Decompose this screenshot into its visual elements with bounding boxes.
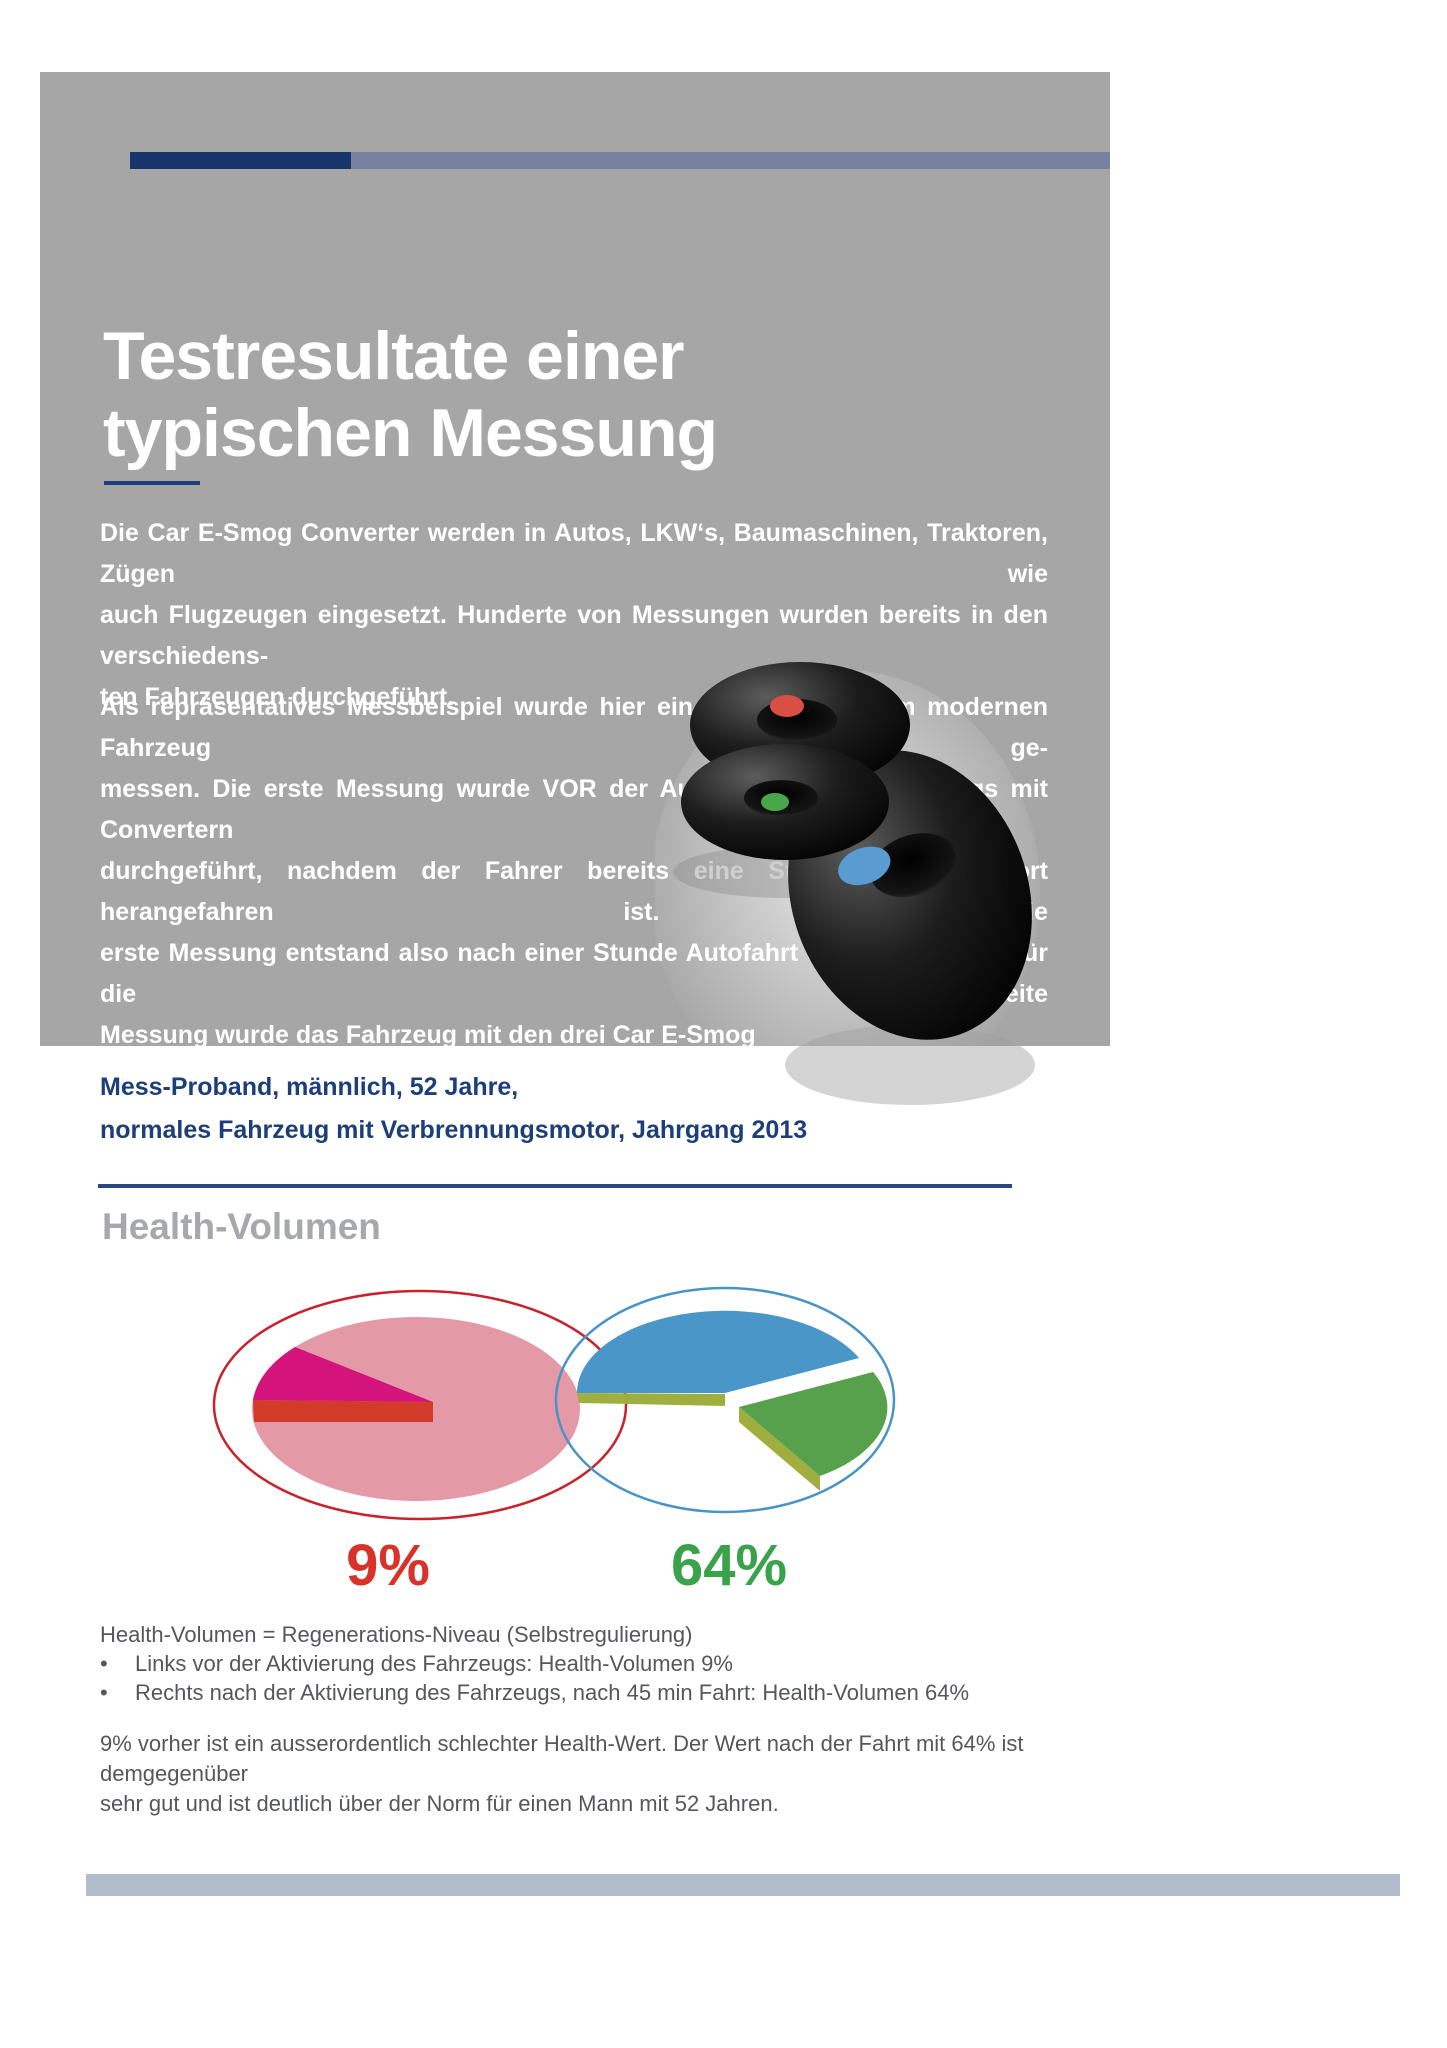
pie-right-depth-left xyxy=(577,1393,725,1406)
pie-left-outline xyxy=(212,1289,628,1521)
paragraph-line: Messung wurde das Fahrzeug mit den drei … xyxy=(100,1021,756,1049)
pie-chart-right xyxy=(554,1286,896,1514)
conclusion-line-2: sehr gut und ist deutlich über der Norm … xyxy=(100,1791,779,1816)
title-underline xyxy=(104,481,200,485)
subject-line-1: Mess-Proband, männlich, 52 Jahre, xyxy=(100,1073,519,1101)
footer-bar xyxy=(86,1874,1400,1896)
converter-donut-middle xyxy=(681,744,889,860)
intro-paragraph-1: Die Car E-Smog Converter werden in Autos… xyxy=(100,513,1048,718)
header-bar-light xyxy=(351,152,1110,169)
pie-right-green-slice xyxy=(739,1372,888,1476)
converter-hole xyxy=(870,833,956,898)
red-dot xyxy=(770,695,804,717)
notes-bullet-text: Links vor der Aktivierung des Fahrzeugs:… xyxy=(135,1651,733,1676)
paragraph-line: Convertern ausgestattet. Nach einer Fahr… xyxy=(100,1062,726,1090)
notes-bullet-item: • Links vor der Aktivierung des Fahrzeug… xyxy=(100,1649,1140,1678)
paragraph-line: ten Fahrzeugen durchgeführt. xyxy=(100,683,455,711)
chart-notes: Health-Volumen = Regenerations-Niveau (S… xyxy=(100,1620,1140,1707)
notes-definition: Health-Volumen = Regenerations-Niveau (S… xyxy=(100,1622,693,1647)
header-bar-dark xyxy=(130,152,351,169)
section-divider xyxy=(98,1184,1012,1188)
paragraph-line: 45 min wurde der Fahrer ein zweites mal … xyxy=(100,1103,759,1131)
subject-text: Mess-Proband, männlich, 52 Jahre, normal… xyxy=(100,1066,900,1152)
page-title: Testresultate einer typischen Messung xyxy=(103,318,803,472)
notes-bullet-text: Rechts nach der Aktivierung des Fahrzeug… xyxy=(135,1680,970,1705)
notes-bullet-item: • Rechts nach der Aktivierung des Fahrze… xyxy=(100,1678,1140,1707)
pie-left-slice xyxy=(253,1347,433,1402)
bullet-icon: • xyxy=(100,1680,108,1705)
converter-shadow xyxy=(785,1025,1035,1105)
pie-right-outline xyxy=(554,1286,896,1514)
pie-label-left: 9% xyxy=(346,1533,430,1598)
pie-label-right: 64% xyxy=(670,1533,788,1598)
green-dot xyxy=(761,793,789,811)
section-heading: Health-Volumen xyxy=(102,1206,381,1247)
conclusion-text: 9% vorher ist ein ausserordentlich schle… xyxy=(100,1729,1160,1819)
paragraph-line: auch Flugzeugen eingesetzt. Hunderte von… xyxy=(100,601,1048,670)
blue-dot xyxy=(838,846,891,886)
pie-right-blue-sector xyxy=(576,1310,859,1393)
conclusion-line-1: 9% vorher ist ein ausserordentlich schle… xyxy=(100,1731,1024,1786)
pie-chart-left xyxy=(212,1289,628,1521)
pie-right-depth-green xyxy=(739,1407,820,1491)
bullet-icon: • xyxy=(100,1651,108,1676)
page-title-line-1: Testresultate einer xyxy=(103,318,685,394)
subject-line-2: normales Fahrzeug mit Verbrennungsmotor,… xyxy=(100,1116,808,1144)
pie-left-slice-depth xyxy=(253,1400,433,1422)
page-title-line-2: typischen Messung xyxy=(103,395,718,471)
paragraph-line: Die Car E-Smog Converter werden in Autos… xyxy=(100,519,1048,588)
converter-photo xyxy=(655,662,1040,1110)
